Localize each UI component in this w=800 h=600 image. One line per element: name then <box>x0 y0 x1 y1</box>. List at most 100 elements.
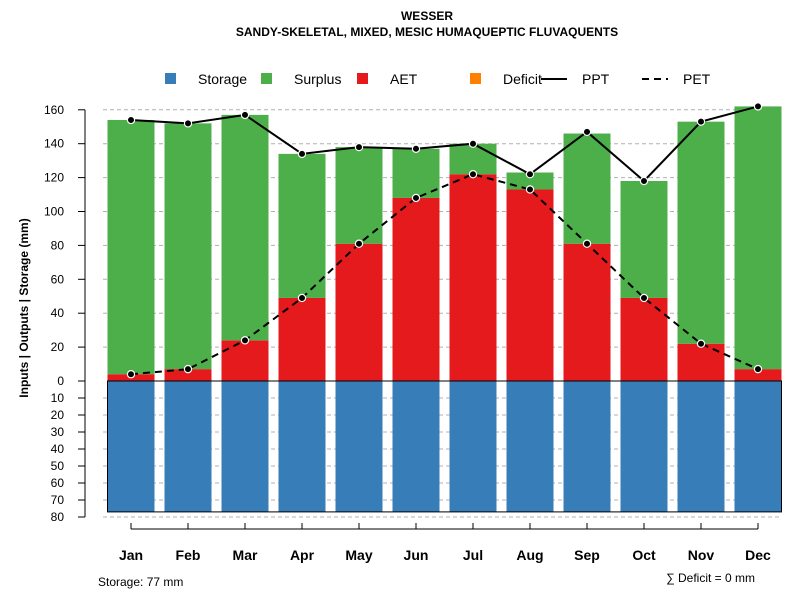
x-tick-label-jul: Jul <box>463 547 483 563</box>
bar-surplus-feb <box>164 123 212 370</box>
legend-swatch-surplus <box>261 73 272 84</box>
y-axis-label: Inputs | Outputs | Storage (mm) <box>17 218 31 397</box>
bar-surplus-apr <box>278 153 326 298</box>
bar-storage-dec <box>734 381 782 512</box>
bar-aet-nov <box>677 343 725 381</box>
deficit-note: ∑ Deficit = 0 mm <box>666 571 755 585</box>
legend-label-storage: Storage <box>198 71 247 87</box>
bars <box>107 106 782 513</box>
bar-surplus-may <box>335 147 383 244</box>
point-pet-nov <box>696 339 706 348</box>
point-pet-mar <box>240 336 250 345</box>
point-ppt-jan <box>126 115 136 125</box>
x-tick-label-apr: Apr <box>290 547 315 563</box>
bar-storage-apr <box>278 381 326 512</box>
y-tick-label-lower-1: 20 <box>51 408 65 422</box>
point-ppt-nov <box>696 117 706 126</box>
bar-aet-jul <box>449 174 497 381</box>
y-tick-label-lower-2: 30 <box>51 425 65 439</box>
point-pet-feb <box>183 364 193 374</box>
bar-storage-may <box>335 381 383 512</box>
y-tick-label-lower-0: 10 <box>51 391 65 405</box>
bar-storage-sep <box>563 381 611 512</box>
y-tick-label-upper-3: 60 <box>51 272 65 286</box>
point-pet-jun <box>411 193 421 203</box>
bar-surplus-jun <box>392 148 440 198</box>
bar-surplus-aug <box>506 172 554 190</box>
point-pet-apr <box>297 293 307 303</box>
bar-aet-apr <box>278 297 326 381</box>
point-ppt-feb <box>183 119 193 128</box>
bar-aet-sep <box>563 243 611 381</box>
y-tick-label-upper-7: 140 <box>44 137 64 151</box>
bar-surplus-mar <box>221 114 269 341</box>
x-axis: Jan Feb Mar Apr May Jun Jul Aug Sep Oct Nov Dec <box>119 523 771 563</box>
bar-surplus-jul <box>449 143 497 175</box>
x-tick-label-may: May <box>345 547 372 563</box>
y-tick-label-upper-4: 80 <box>51 238 65 252</box>
legend-swatch-aet <box>357 73 368 84</box>
point-pet-jan <box>126 370 136 379</box>
y-tick-label-lower-6: 70 <box>51 493 65 507</box>
bar-aet-aug <box>506 189 554 381</box>
x-tick-label-jan: Jan <box>119 547 143 563</box>
storage-note: Storage: 77 mm <box>98 575 183 589</box>
point-ppt-jul <box>468 139 478 148</box>
bar-storage-nov <box>677 381 725 512</box>
y-tick-label-lower-4: 50 <box>51 459 65 473</box>
point-ppt-oct <box>639 176 649 186</box>
point-pet-jul <box>468 170 478 179</box>
y-tick-label-upper-6: 120 <box>44 171 64 185</box>
series-lines <box>126 102 763 379</box>
line-ppt <box>130 105 759 183</box>
x-tick-label-sep: Sep <box>574 547 600 563</box>
x-tick-label-dec: Dec <box>745 547 771 563</box>
point-pet-may <box>354 239 364 248</box>
legend-swatch-storage <box>165 73 176 84</box>
point-ppt-may <box>354 142 364 152</box>
bar-surplus-jan <box>107 119 155 375</box>
bar-storage-jan <box>107 381 155 512</box>
point-ppt-jun <box>411 144 421 153</box>
bar-aet-dec <box>734 369 782 381</box>
grid-lines <box>103 109 780 518</box>
bar-surplus-dec <box>734 106 782 370</box>
bar-storage-mar <box>221 381 269 512</box>
legend-label-pet: PET <box>683 71 711 87</box>
bar-storage-feb <box>164 381 212 512</box>
bar-storage-oct <box>620 381 668 512</box>
point-pet-dec <box>753 364 763 374</box>
bar-surplus-oct <box>620 180 668 298</box>
bar-surplus-sep <box>563 133 611 244</box>
y-tick-label-lower-7: 80 <box>51 510 65 524</box>
bar-aet-feb <box>164 369 212 381</box>
y-tick-label-lower-3: 40 <box>51 442 65 456</box>
y-tick-label-lower-5: 60 <box>51 476 65 490</box>
y-tick-label-upper-1: 20 <box>51 340 65 354</box>
x-tick-label-jun: Jun <box>404 547 429 563</box>
y-tick-label-upper-8: 160 <box>44 103 64 117</box>
x-tick-label-aug: Aug <box>516 547 543 563</box>
bar-storage-aug <box>506 381 554 512</box>
legend-label-deficit: Deficit <box>503 71 542 87</box>
bar-storage-jun <box>392 381 440 512</box>
legend-swatch-deficit <box>470 73 481 84</box>
point-ppt-dec <box>753 102 763 111</box>
bar-aet-may <box>335 243 383 381</box>
bar-storage-jul <box>449 381 497 512</box>
legend-label-ppt: PPT <box>582 71 610 87</box>
y-tick-label-upper-0: 0 <box>57 374 64 388</box>
y-tick-label-upper-5: 100 <box>44 205 64 219</box>
x-tick-label-feb: Feb <box>176 547 201 563</box>
x-tick-label-nov: Nov <box>688 547 715 563</box>
bar-aet-jun <box>392 197 440 381</box>
point-ppt-mar <box>240 110 250 120</box>
point-ppt-sep <box>582 127 592 137</box>
legend: Storage Surplus AET Deficit PPT PET <box>165 71 711 87</box>
point-ppt-apr <box>297 149 307 159</box>
x-tick-label-mar: Mar <box>233 547 258 563</box>
bar-aet-mar <box>221 340 269 381</box>
point-pet-aug <box>525 185 535 194</box>
y-tick-label-upper-2: 40 <box>51 306 65 320</box>
